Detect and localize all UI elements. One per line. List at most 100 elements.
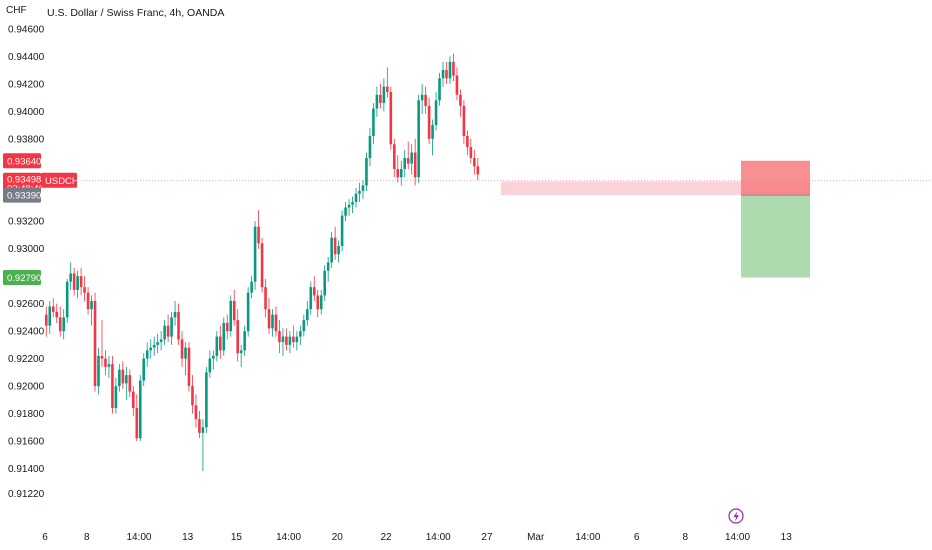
candle-down [267, 309, 271, 329]
x-tick-label: 27 [481, 532, 493, 543]
y-tick-label: 0.94000 [8, 107, 45, 118]
candle-up [302, 320, 306, 332]
candle-up [142, 358, 146, 381]
candle-up [288, 336, 292, 345]
candle-up [184, 347, 187, 359]
candle-up [163, 325, 166, 340]
price-axis[interactable]: 0.94600 0.94400 0.94200 0.94000 0.93800 0.932… [8, 24, 45, 499]
candle-up [65, 281, 69, 318]
candle-down [292, 336, 295, 343]
price-tag [3, 153, 41, 169]
candle-down [386, 86, 389, 93]
candle-down [72, 273, 76, 290]
candle-down [232, 300, 236, 321]
candle-up [152, 344, 156, 348]
candle-up [246, 292, 250, 332]
candle-up [399, 169, 403, 178]
candle-down [177, 311, 180, 340]
x-tick-label: 13 [182, 532, 194, 543]
candle-down [278, 331, 281, 343]
candle-down [55, 311, 59, 318]
y-tick-label: 0.91800 [8, 409, 45, 420]
candle-down [406, 158, 410, 164]
candle-down [100, 355, 104, 359]
position-tool[interactable] [741, 160, 810, 278]
stop-loss-area[interactable] [741, 160, 810, 196]
candle-up [434, 100, 438, 126]
candle-down [225, 322, 229, 332]
candle-up [212, 355, 215, 359]
candle-up [62, 317, 65, 332]
candles [45, 53, 480, 472]
candle-up [271, 314, 274, 329]
candle-up [208, 358, 212, 373]
candle-down [191, 386, 194, 406]
y-tick-label: 0.91600 [8, 437, 45, 448]
candle-up [138, 380, 142, 439]
x-tick-label: 22 [380, 532, 392, 543]
candle-down [166, 325, 170, 337]
price-tag-label: 0.92790 [7, 273, 41, 284]
candle-up [281, 336, 285, 343]
candle-up [358, 190, 361, 194]
y-tick-label: 0.93000 [8, 244, 45, 255]
candle-up [344, 207, 347, 216]
candle-down [132, 391, 135, 409]
candle-down [285, 336, 288, 345]
currency-label: CHF [6, 5, 27, 16]
candle-up [299, 331, 302, 337]
candle-up [159, 339, 163, 343]
candle-up [156, 342, 159, 345]
candle-down [187, 347, 191, 387]
candle-up [354, 193, 358, 202]
y-tick-label: 0.92200 [8, 354, 45, 365]
price-tag-label: 0.93390 [7, 191, 41, 202]
x-tick-label: 14:00 [276, 532, 301, 543]
y-tick-label: 0.94400 [8, 52, 45, 63]
candle-down [389, 92, 393, 145]
candle-up [441, 70, 445, 79]
price-tags: 0.936400.9349802:48:40USDCHF0.933900.927… [3, 153, 85, 286]
x-tick-label: 14:00 [575, 532, 600, 543]
candle-up [239, 350, 243, 354]
candle-up [295, 336, 299, 343]
candle-up [431, 125, 434, 139]
candle-down [58, 317, 62, 332]
x-tick-label: 13 [781, 532, 793, 543]
time-axis[interactable]: 6 8 14:00 13 15 14:00 20 22 14:00 27 Mar 14:00 6 8 14:… [42, 532, 792, 543]
candle-down [396, 169, 400, 178]
candle-down [466, 136, 469, 148]
candle-up [145, 350, 149, 359]
candle-down [79, 276, 83, 288]
candle-down [379, 94, 382, 104]
supply-zone [500, 181, 810, 196]
candle-down [312, 287, 316, 296]
candle-down [86, 292, 90, 310]
lightning-icon[interactable] [728, 508, 744, 524]
candle-up [323, 270, 326, 296]
candle-up [170, 317, 173, 337]
candle-up [114, 386, 118, 409]
candle-down [128, 375, 132, 392]
price-tag-label: 0.93640 [7, 156, 41, 167]
candle-down [393, 144, 396, 170]
candle-up [125, 375, 128, 384]
take-profit-area[interactable] [741, 195, 810, 278]
x-tick-label: 14:00 [126, 532, 151, 543]
candle-up [368, 136, 372, 159]
candle-up [330, 237, 333, 263]
candle-up [90, 300, 93, 310]
y-tick-label: 0.94600 [8, 24, 45, 35]
candle-up [319, 295, 323, 310]
x-tick-label: 8 [84, 532, 90, 543]
x-tick-label: Mar [527, 532, 545, 543]
candle-up [76, 276, 79, 290]
candle-up [306, 309, 309, 321]
candle-down [93, 300, 97, 387]
candle-up [347, 204, 351, 208]
candle-down [455, 75, 459, 95]
y-tick-label: 0.94200 [8, 79, 45, 90]
y-tick-label: 0.92000 [8, 382, 45, 393]
candle-up [417, 100, 420, 178]
